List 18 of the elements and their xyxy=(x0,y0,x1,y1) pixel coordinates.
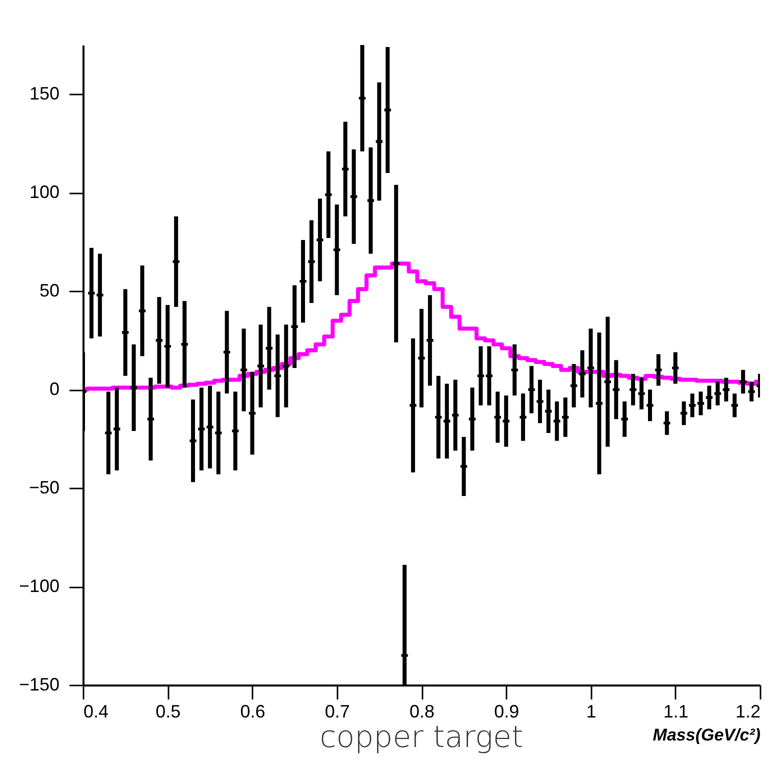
y-tick-label: 0 xyxy=(49,379,60,400)
y-tick-label: −100 xyxy=(18,576,60,596)
y-tick-label: −150 xyxy=(18,674,60,694)
y-tick-label: 50 xyxy=(39,280,60,301)
y-tick-label: −50 xyxy=(28,478,60,498)
x-tick-label: 1.1 xyxy=(663,702,688,722)
x-tick-label: 0.4 xyxy=(84,702,109,722)
text: copper target xyxy=(320,720,524,755)
y-tick-label: 150 xyxy=(29,84,60,104)
x-axis-title: Mass(GeV/c²) xyxy=(652,726,761,744)
x-tick-label: 0.9 xyxy=(494,702,520,722)
x-tick-label: 0.6 xyxy=(240,702,266,722)
y-tick-label: 100 xyxy=(29,182,60,202)
x-tick-label: 0.8 xyxy=(409,702,435,722)
x-tick-label: 1.2 xyxy=(735,702,760,722)
x-tick-label: 1 xyxy=(586,702,596,722)
x-tick-label: 0.7 xyxy=(324,702,350,722)
x-tick-label: 0.5 xyxy=(156,702,181,722)
